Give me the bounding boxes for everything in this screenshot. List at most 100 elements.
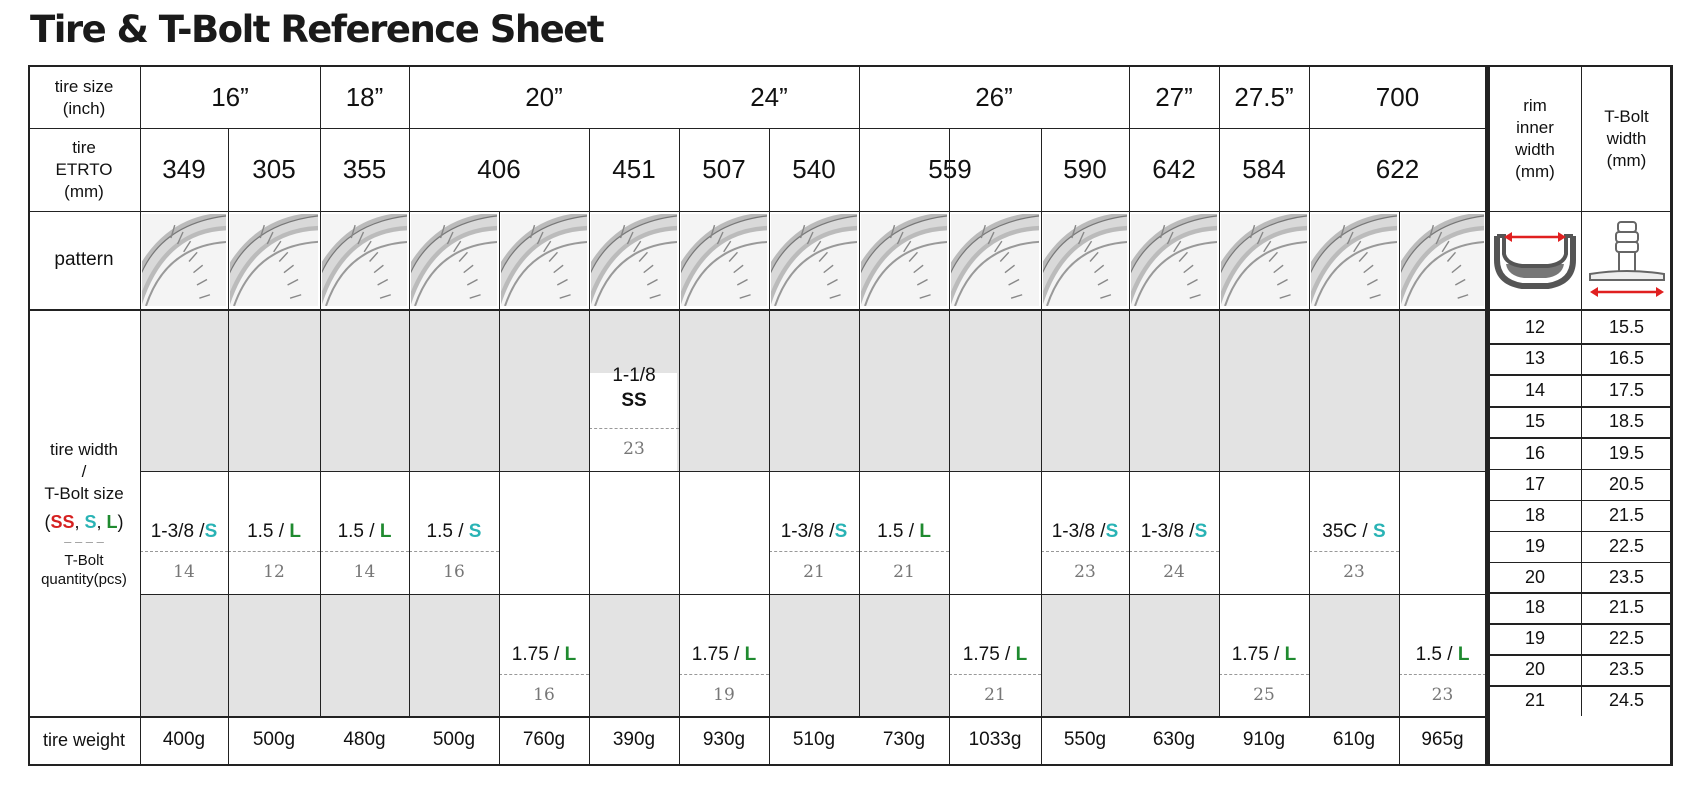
rim-width-value: 17 — [1524, 474, 1546, 494]
tire-weight-value: 390g — [612, 729, 656, 750]
tbolt-width-value: 19.5 — [1608, 442, 1645, 463]
size-18: 18” — [345, 82, 384, 112]
tire-weight-value: 910g — [1242, 729, 1286, 750]
grid-line — [679, 716, 680, 764]
tire-pattern-image — [771, 214, 857, 306]
tire-pattern-image — [230, 214, 318, 306]
etrto-642: 642 — [1152, 154, 1196, 184]
grid-line — [1581, 65, 1582, 716]
tbolt-width-value: 20.5 — [1608, 474, 1645, 494]
tbolt-width-value: 18.5 — [1608, 411, 1645, 431]
table-border — [28, 65, 1672, 67]
entry-451-ss: 1-1/8 SS 23 — [589, 311, 679, 471]
tbolt-width-header: T-Bolt width (mm) — [1604, 107, 1649, 170]
tire-pattern-image — [681, 214, 767, 306]
grid-line — [1486, 437, 1672, 439]
size-700: 700 — [1375, 82, 1420, 112]
grid-line — [1399, 211, 1400, 716]
rim-width-value: 18 — [1524, 597, 1546, 617]
rim-width-value: 19 — [1524, 536, 1546, 556]
entry-305: 1.5 / L 12 — [228, 471, 320, 594]
grid-line — [1486, 469, 1672, 470]
tire-weight-value: 480g — [343, 729, 386, 750]
entry-355: 1.5 / L 14 — [320, 471, 409, 594]
grid-line — [1041, 128, 1042, 716]
tire-pattern-image — [1311, 214, 1397, 306]
rim-width-value: 13 — [1524, 348, 1546, 368]
tbolt-diagram-icon — [1589, 221, 1665, 297]
tire-pattern-image — [951, 214, 1039, 306]
grid-line — [1486, 654, 1672, 656]
entry-584: 1.75 / L 25 — [1219, 594, 1309, 716]
tire-pattern-image — [1131, 214, 1217, 306]
grid-line — [499, 211, 500, 716]
tire-size-label: tire size (inch) — [54, 76, 114, 118]
etrto-507: 507 — [702, 154, 746, 184]
grid-line — [769, 716, 770, 764]
rim-width-value: 16 — [1524, 442, 1546, 463]
grid-line — [949, 128, 950, 716]
tire-pattern-image — [1401, 214, 1484, 306]
grid-line — [28, 309, 1672, 311]
grid-line — [499, 716, 500, 764]
etrto-label: tire ETRTO (mm) — [55, 137, 113, 201]
tbolt-width-value: 17.5 — [1608, 379, 1645, 400]
size-legend: (SS, S, L) — [44, 511, 124, 532]
size-20: 20” — [525, 82, 563, 112]
tbolt-width-value: 23.5 — [1608, 566, 1645, 587]
etrto-305: 305 — [252, 154, 296, 184]
grid-line — [228, 716, 229, 764]
grid-line — [1486, 406, 1672, 408]
entry-540: 1-3/8 /S 21 — [769, 471, 859, 594]
unshaded-entry-cell — [1219, 594, 1309, 716]
rim-width-value: 19 — [1524, 628, 1546, 648]
entry-559: 1.5 / L 21 — [859, 471, 949, 594]
entry-507: 1.75 / L 19 — [679, 594, 769, 716]
shade-band-top — [140, 311, 1486, 471]
grid-line — [1486, 685, 1672, 687]
tbolt-width-value: 15.5 — [1608, 316, 1645, 337]
entry-622-a: 35C / S 23 — [1309, 471, 1399, 594]
tire-pattern-image — [591, 214, 677, 306]
grid-line — [1486, 562, 1672, 563]
rim-width-value: 18 — [1524, 505, 1546, 525]
rim-width-value: 20 — [1524, 659, 1546, 679]
entry-406-b: 1.75 / L 16 — [499, 594, 589, 716]
grid-line — [28, 128, 1486, 129]
grid-line — [589, 128, 590, 716]
grid-line — [949, 716, 950, 764]
tbolt-width-value: 21.5 — [1608, 597, 1645, 617]
table-border — [1485, 65, 1489, 766]
tire-weight-value: 630g — [1152, 729, 1196, 750]
tbolt-width-value: 16.5 — [1608, 348, 1645, 368]
tire-pattern-image — [142, 214, 226, 306]
grid-line — [140, 471, 1486, 472]
grid-line — [140, 594, 1486, 595]
table-border — [1488, 65, 1490, 766]
unshaded-entry-cell — [499, 594, 589, 716]
table-border — [28, 65, 30, 766]
tire-pattern-image — [411, 214, 497, 306]
tire-pattern-image — [322, 214, 407, 306]
etrto-451: 451 — [612, 154, 656, 184]
page-title: Tire & T-Bolt Reference Sheet — [30, 8, 605, 51]
tbolt-width-value: 22.5 — [1608, 536, 1645, 556]
unshaded-entry-cell — [1399, 594, 1486, 716]
etrto-559: 559 — [859, 128, 1041, 211]
grid-line — [589, 716, 590, 764]
size-16: 16” — [211, 82, 249, 112]
entry-406: 1.5 / S 16 — [409, 471, 499, 594]
table-border — [1670, 65, 1673, 766]
etrto-406: 406 — [477, 154, 521, 184]
tire-weight-value: 1033g — [968, 729, 1022, 750]
tbolt-width-value: 22.5 — [1608, 628, 1645, 648]
grid-line — [1486, 500, 1672, 501]
tire-weight-value: 760g — [522, 729, 566, 750]
entry-622-b: 1.5 / L 23 — [1399, 594, 1486, 716]
grid-line — [679, 128, 680, 716]
unshaded-entry-cell — [949, 594, 1041, 716]
grid-line — [320, 65, 321, 716]
tbolt-width-value: 24.5 — [1608, 690, 1645, 710]
tire-weight-value: 730g — [882, 729, 926, 750]
